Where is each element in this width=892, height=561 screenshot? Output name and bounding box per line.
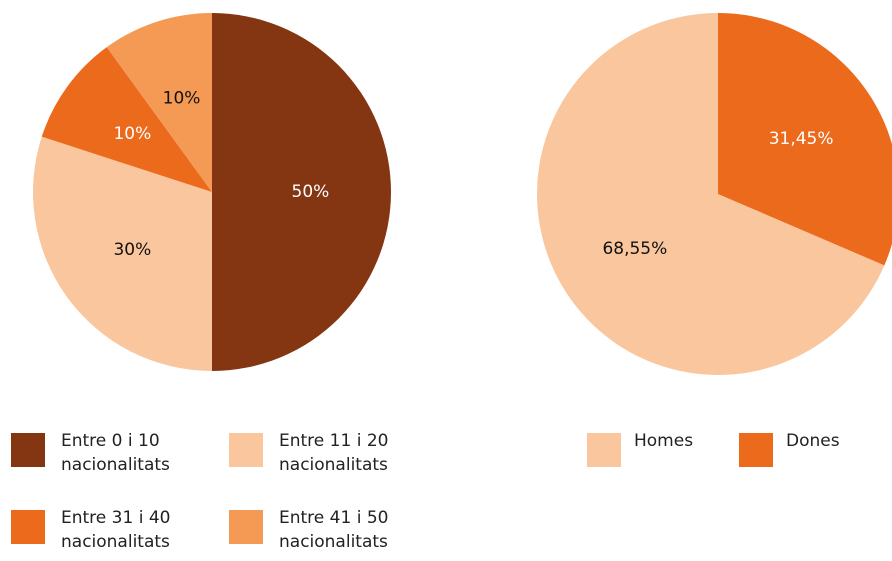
slice-label: 31,45% [769, 129, 834, 149]
legend-label: Entre 11 i 20 nacionalitats [279, 431, 389, 475]
slice-label: 10% [113, 124, 151, 144]
slice-label: 68,55% [602, 239, 667, 259]
pie-slice [537, 13, 885, 375]
pie-slice [718, 13, 892, 266]
pie-slice [41, 47, 213, 192]
legend-swatch [229, 510, 263, 544]
charts: 50% 30% 10% 10% 68,55% 31,45% [32, 13, 892, 375]
slice-label: 50% [292, 182, 330, 202]
legend-label: Dones [786, 431, 840, 451]
legend-label: Entre 31 i 40 nacionalitats [61, 508, 171, 552]
slice-label: 10% [163, 88, 201, 108]
legend-label: Homes [634, 431, 694, 451]
legend-swatch [11, 433, 45, 467]
pie-slice [212, 13, 391, 371]
slice-label: 30% [113, 240, 151, 260]
legend-swatch [739, 433, 773, 467]
legend-swatch [587, 433, 621, 467]
legend-label: Entre 41 i 50 nacionalitats [279, 508, 389, 552]
legend-label: Entre 0 i 10 nacionalitats [61, 431, 170, 475]
pie-slice [106, 13, 212, 192]
pie-slice [32, 136, 212, 371]
legend-swatch [11, 510, 45, 544]
legend-swatch [229, 433, 263, 467]
